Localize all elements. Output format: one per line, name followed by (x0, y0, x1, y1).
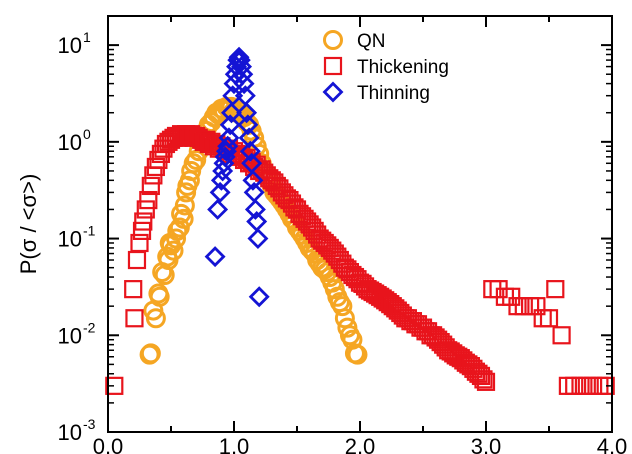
y-tick-exponent: 1 (83, 29, 91, 45)
marker-thinning (247, 228, 269, 250)
marker-thinning (218, 127, 240, 149)
marker-thinning (221, 102, 242, 124)
marker-thinning (238, 127, 260, 149)
marker-qn (163, 240, 184, 261)
marker-qn (183, 153, 204, 174)
marker-thickening (546, 280, 565, 299)
marker-thinning (219, 114, 241, 136)
legend-marker-thinning (322, 81, 344, 103)
series-thinning-markers (204, 46, 270, 308)
marker-thinning (233, 73, 255, 95)
marker-thinning (207, 198, 229, 220)
marker-thinning (248, 286, 270, 308)
marker-thinning (236, 102, 258, 124)
y-tick-exponent: -1 (83, 223, 96, 239)
y-tick-exponent: -2 (83, 319, 96, 335)
marker-thickening (596, 376, 615, 395)
marker-qn (173, 208, 194, 229)
marker-thickening (124, 280, 143, 299)
marker-thinning (231, 56, 253, 78)
y-tick-label: 10 (58, 420, 82, 445)
marker-thickening (539, 309, 559, 328)
x-tick-label: 3.0 (471, 434, 502, 454)
marker-thinning (237, 114, 259, 136)
marker-thickening (127, 250, 147, 270)
marker-thinning (209, 181, 231, 203)
y-tick-exponent: -3 (83, 416, 96, 432)
y-tick-label: 10 (58, 130, 82, 155)
marker-qn (140, 343, 161, 364)
x-tick-label: 4.0 (597, 434, 628, 454)
marker-thickening (139, 190, 158, 210)
marker-thickening (502, 287, 521, 306)
marker-thinning (239, 140, 261, 162)
marker-thickening (474, 370, 493, 389)
marker-qn (166, 228, 187, 249)
marker-thickening (105, 376, 124, 395)
y-tick-exponent: 0 (83, 126, 91, 142)
y-tick-label: 10 (58, 323, 82, 348)
marker-thickening (136, 200, 155, 219)
marker-thickening (132, 221, 152, 240)
marker-thickening (527, 297, 546, 316)
y-tick-label: 10 (58, 227, 82, 252)
x-tick-label: 1.0 (219, 434, 250, 454)
marker-thinning (244, 198, 266, 220)
marker-qn (174, 195, 195, 216)
legend: QN Thickening Thinning (322, 30, 449, 104)
marker-thickening (476, 372, 496, 391)
x-tick-label: 0.0 (93, 434, 124, 454)
marker-qn (347, 344, 368, 365)
x-tick-label: 2.0 (345, 434, 376, 454)
legend-marker-thickening (323, 56, 343, 76)
marker-thinning (210, 169, 232, 191)
marker-thickening (552, 326, 571, 345)
legend-label-qn: QN (357, 31, 386, 52)
marker-thinning (204, 246, 226, 268)
marker-qn (186, 149, 207, 170)
marker-thickening (130, 233, 149, 253)
marker-qn (149, 286, 170, 307)
marker-thickening (125, 309, 144, 328)
marker-thickening (471, 366, 491, 386)
marker-qn (332, 296, 353, 317)
marker-thickening (141, 176, 160, 196)
marker-thickening (134, 212, 153, 231)
legend-marker-qn (323, 30, 343, 50)
marker-qn (145, 308, 166, 329)
legend-label-thinning: Thinning (357, 83, 430, 104)
marker-thinning (232, 63, 254, 85)
legend-label-thickening: Thickening (357, 57, 449, 78)
y-tick-label: 10 (58, 33, 82, 58)
y-axis-label: P(σ / <σ>) (16, 174, 41, 275)
marker-thinning (242, 169, 264, 191)
